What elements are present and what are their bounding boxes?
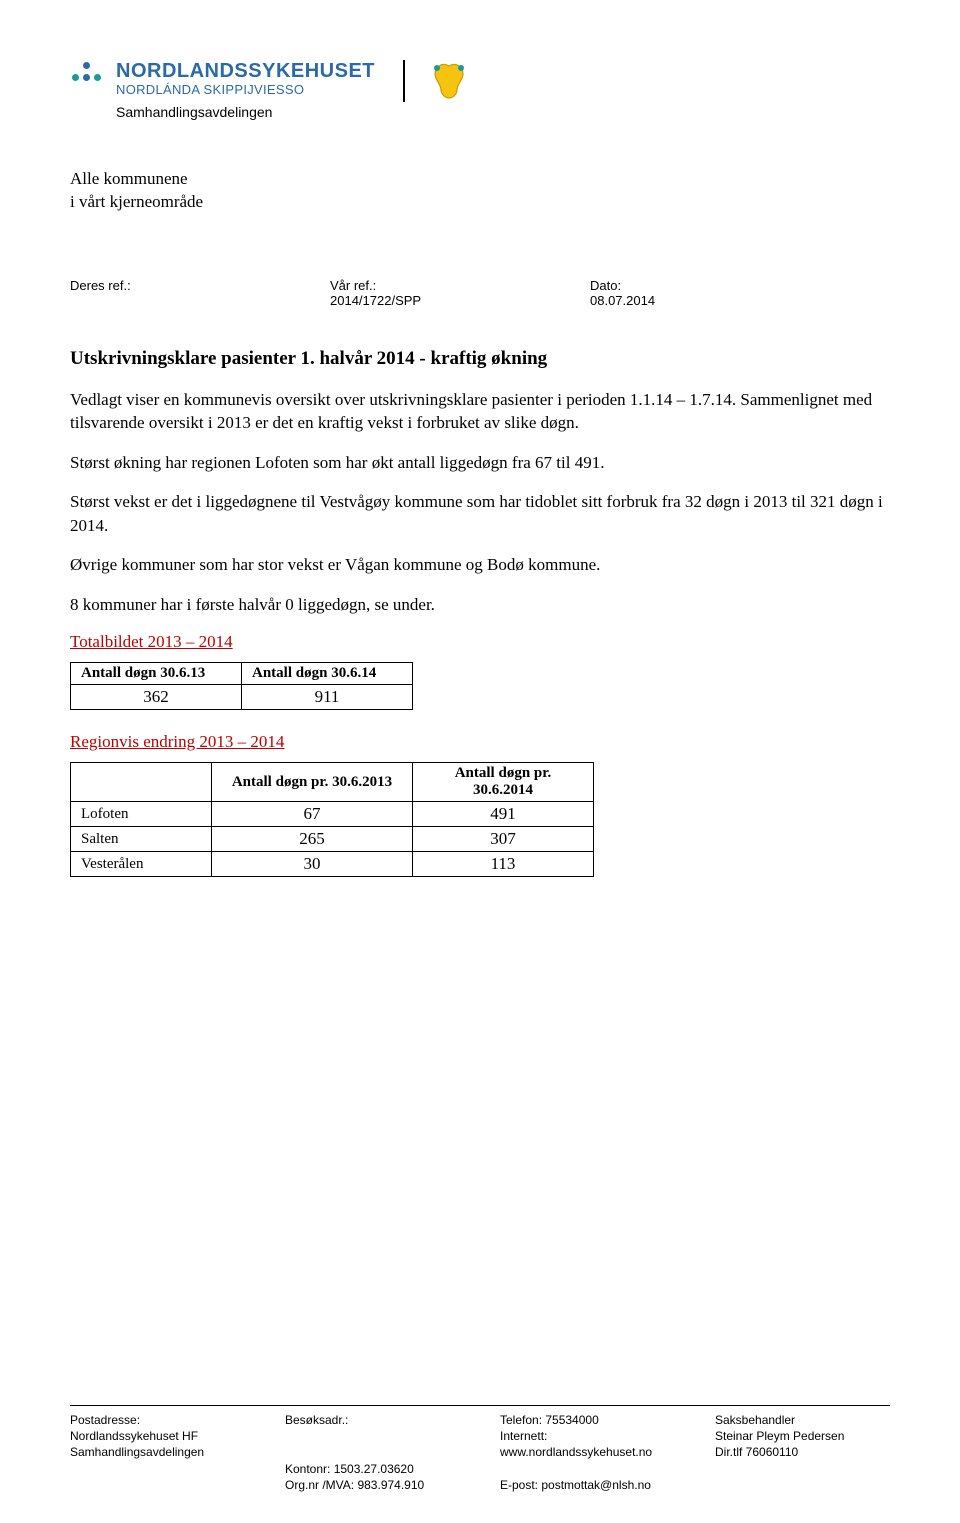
dot <box>83 74 90 81</box>
recipient-line: i vårt kjerneområde <box>70 191 890 214</box>
dot <box>72 74 79 81</box>
table-cell: 265 <box>212 827 413 852</box>
logo-dots-icon <box>70 60 104 94</box>
footer: Postadresse: Nordlandssykehuset HF Samha… <box>70 1405 890 1493</box>
footer-line: Nordlandssykehuset HF <box>70 1428 245 1444</box>
footer-col-besok: Besøksadr.: Kontonr: 1503.27.03620 Org.n… <box>285 1412 460 1493</box>
footer-line <box>285 1444 460 1460</box>
table-cell: Vesterålen <box>71 852 212 877</box>
letterhead: NORDLANDSSYKEHUSET NORDLÁNDA SKIPPIJVIES… <box>70 60 890 120</box>
footer-line <box>285 1428 460 1444</box>
table-row: Lofoten 67 491 <box>71 802 594 827</box>
footer-line: E-post: postmottak@nlsh.no <box>500 1477 675 1493</box>
org-text-block: NORDLANDSSYKEHUSET NORDLÁNDA SKIPPIJVIES… <box>116 60 375 120</box>
dot <box>94 74 101 81</box>
ref-label: Dato: <box>590 278 730 293</box>
table-header-row: Antall døgn pr. 30.6.2013 Antall døgn pr… <box>71 763 594 802</box>
dot <box>83 62 90 69</box>
footer-line: www.nordlandssykehuset.no <box>500 1444 675 1460</box>
table-header: Antall døgn pr. 30.6.2014 <box>413 763 594 802</box>
divider <box>403 60 405 102</box>
footer-line: Kontonr: 1503.27.03620 <box>285 1461 460 1477</box>
paragraph: Størst vekst er det i liggedøgnene til V… <box>70 490 890 537</box>
footer-line: Samhandlingsavdelingen <box>70 1444 245 1460</box>
footer-line <box>500 1461 675 1477</box>
recipient-line: Alle kommunene <box>70 168 890 191</box>
footer-line: Postadresse: <box>70 1412 245 1428</box>
footer-col-saksbehandler: Saksbehandler Steinar Pleym Pedersen Dir… <box>715 1412 890 1493</box>
table-row: Vesterålen 30 113 <box>71 852 594 877</box>
region-table: Antall døgn pr. 30.6.2013 Antall døgn pr… <box>70 762 594 877</box>
table-cell: Salten <box>71 827 212 852</box>
paragraph: Vedlagt viser en kommunevis oversikt ove… <box>70 388 890 435</box>
footer-line: Steinar Pleym Pedersen <box>715 1428 890 1444</box>
ref-label: Deres ref.: <box>70 278 210 293</box>
section-title-region: Regionvis endring 2013 – 2014 <box>70 732 890 752</box>
footer-col-postadresse: Postadresse: Nordlandssykehuset HF Samha… <box>70 1412 245 1493</box>
ref-value: 2014/1722/SPP <box>330 293 470 308</box>
section-title-total: Totalbildet 2013 – 2014 <box>70 632 890 652</box>
recipient-block: Alle kommunene i vårt kjerneområde <box>70 168 890 214</box>
footer-line: Dir.tlf 76060110 <box>715 1444 890 1460</box>
footer-line: Internett: <box>500 1428 675 1444</box>
table-cell: Lofoten <box>71 802 212 827</box>
org-name: NORDLANDSSYKEHUSET <box>116 60 375 83</box>
table-cell: 67 <box>212 802 413 827</box>
ref-label: Vår ref.: <box>330 278 470 293</box>
total-table: Antall døgn 30.6.13 Antall døgn 30.6.14 … <box>70 662 413 710</box>
paragraph: Størst økning har regionen Lofoten som h… <box>70 451 890 474</box>
table-header <box>71 763 212 802</box>
org-subtitle: NORDLÁNDA SKIPPIJVIESSO <box>116 83 375 98</box>
footer-col-kontakt: Telefon: 75534000 Internett: www.nordlan… <box>500 1412 675 1493</box>
subject-line: Utskrivningsklare pasienter 1. halvår 20… <box>70 348 890 370</box>
table-cell: 30 <box>212 852 413 877</box>
table-cell: 113 <box>413 852 594 877</box>
paragraph: Øvrige kommuner som har stor vekst er Vå… <box>70 553 890 576</box>
footer-line: Besøksadr.: <box>285 1412 460 1428</box>
body-text: Vedlagt viser en kommunevis oversikt ove… <box>70 388 890 616</box>
document-page: NORDLANDSSYKEHUSET NORDLÁNDA SKIPPIJVIES… <box>0 0 960 1523</box>
table-cell: 491 <box>413 802 594 827</box>
footer-line: Telefon: 75534000 <box>500 1412 675 1428</box>
table-cell: 362 <box>71 685 242 710</box>
footer-line: Saksbehandler <box>715 1412 890 1428</box>
ref-value: 08.07.2014 <box>590 293 730 308</box>
table-header-row: Antall døgn 30.6.13 Antall døgn 30.6.14 <box>71 663 413 685</box>
table-cell: 911 <box>242 685 413 710</box>
footer-line: Org.nr /MVA: 983.974.910 <box>285 1477 460 1493</box>
table-row: 362 911 <box>71 685 413 710</box>
vaar-ref: Vår ref.: 2014/1722/SPP <box>330 278 470 308</box>
table-header: Antall døgn 30.6.13 <box>71 663 242 685</box>
department: Samhandlingsavdelingen <box>116 104 375 120</box>
references-row: Deres ref.: Vår ref.: 2014/1722/SPP Dato… <box>70 278 890 308</box>
deres-ref: Deres ref.: <box>70 278 210 308</box>
dato: Dato: 08.07.2014 <box>590 278 730 308</box>
table-header: Antall døgn 30.6.14 <box>242 663 413 685</box>
emblem-icon <box>427 60 471 102</box>
paragraph: 8 kommuner har i første halvår 0 liggedø… <box>70 593 890 616</box>
table-row: Salten 265 307 <box>71 827 594 852</box>
table-cell: 307 <box>413 827 594 852</box>
table-header: Antall døgn pr. 30.6.2013 <box>212 763 413 802</box>
